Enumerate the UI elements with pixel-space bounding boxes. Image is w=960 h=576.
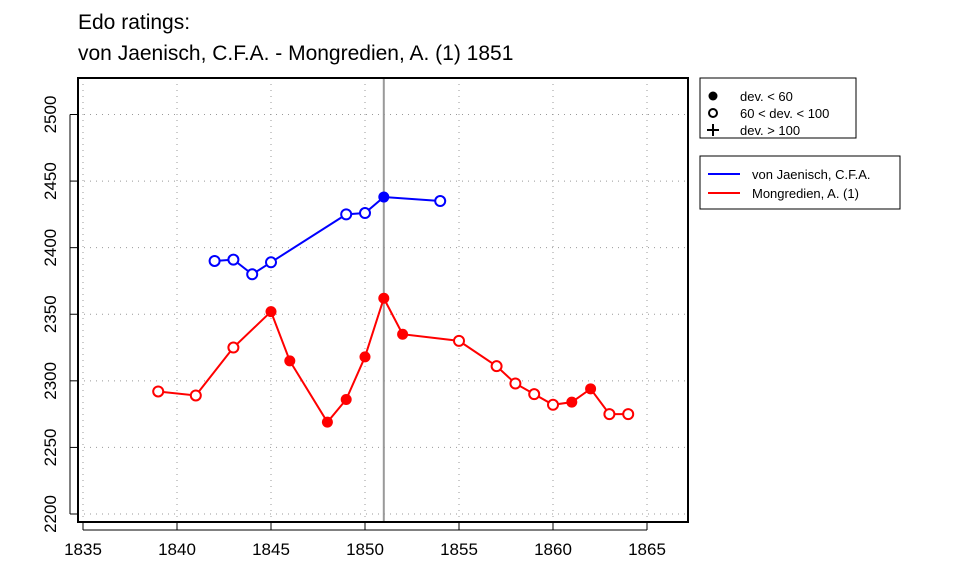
series-legend: von Jaenisch, C.F.A. Mongredien, A. (1): [699, 155, 901, 210]
data-point-filled: [284, 355, 296, 367]
marker-legend-label: dev. > 100: [740, 123, 800, 138]
data-point-open: [227, 341, 240, 354]
data-point-open: [453, 334, 465, 347]
y-tick-label: 2450: [41, 162, 60, 200]
series-group: [152, 191, 635, 428]
legend-filled-marker: [708, 91, 718, 101]
data-point-open: [340, 208, 353, 221]
data-point-open: [509, 377, 522, 390]
chart-title-line2: von Jaenisch, C.F.A. - Mongredien, A. (1…: [78, 42, 513, 65]
plot-frame: [77, 77, 689, 523]
series-line: [214, 196, 441, 276]
data-point-open: [152, 385, 165, 398]
y-tick-label: 2250: [41, 429, 60, 467]
y-tick-label: 2350: [41, 295, 60, 333]
data-point-filled: [321, 416, 333, 428]
data-point-open: [208, 254, 221, 267]
data-point-open: [622, 408, 635, 421]
legend-plus-marker: [707, 124, 719, 136]
data-point-open: [227, 253, 240, 266]
data-point-open: [434, 195, 447, 208]
legend-open-marker: [708, 108, 718, 118]
x-tick-label: 1855: [440, 540, 478, 559]
data-point-filled: [378, 292, 390, 304]
marker-legend: dev. < 60 60 < dev. < 100 dev. > 100: [699, 77, 857, 139]
x-tick-label: 1840: [158, 540, 196, 559]
x-tick-label: 1865: [628, 540, 666, 559]
data-point-open: [528, 388, 541, 401]
data-point-filled: [265, 306, 277, 318]
grid: [78, 78, 688, 522]
y-tick-label: 2400: [41, 229, 60, 267]
data-point-filled: [340, 393, 352, 405]
data-point-filled: [566, 396, 578, 408]
y-tick-label: 2200: [41, 495, 60, 533]
data-point-filled: [585, 383, 597, 395]
axes: 1835 1840 1845 1850 1855 1860 1865 2200 2250 2300…: [41, 96, 666, 559]
x-tick-label: 1860: [534, 540, 572, 559]
data-point-filled: [378, 191, 390, 203]
data-point-open: [246, 268, 259, 281]
y-tick-label: 2300: [41, 362, 60, 400]
data-point-open: [359, 207, 371, 220]
y-tick-label: 2500: [41, 96, 60, 134]
marker-legend-label: dev. < 60: [740, 89, 793, 104]
x-tick-label: 1835: [64, 540, 102, 559]
marker-legend-box: [699, 77, 857, 139]
series-legend-box: [699, 155, 901, 210]
data-point-filled: [359, 351, 371, 363]
x-tick-label: 1850: [346, 540, 384, 559]
data-point-open: [265, 256, 277, 269]
chart-title-line1: Edo ratings:: [78, 11, 190, 34]
series-legend-label: von Jaenisch, C.F.A.: [752, 167, 871, 182]
data-point-open: [490, 360, 503, 373]
data-point-open: [189, 389, 202, 402]
x-tick-label: 1845: [252, 540, 290, 559]
data-point-open: [547, 398, 559, 411]
data-point-filled: [397, 328, 409, 340]
marker-legend-label: 60 < dev. < 100: [740, 106, 829, 121]
series-legend-label: Mongredien, A. (1): [752, 186, 859, 201]
data-point-open: [603, 408, 616, 421]
